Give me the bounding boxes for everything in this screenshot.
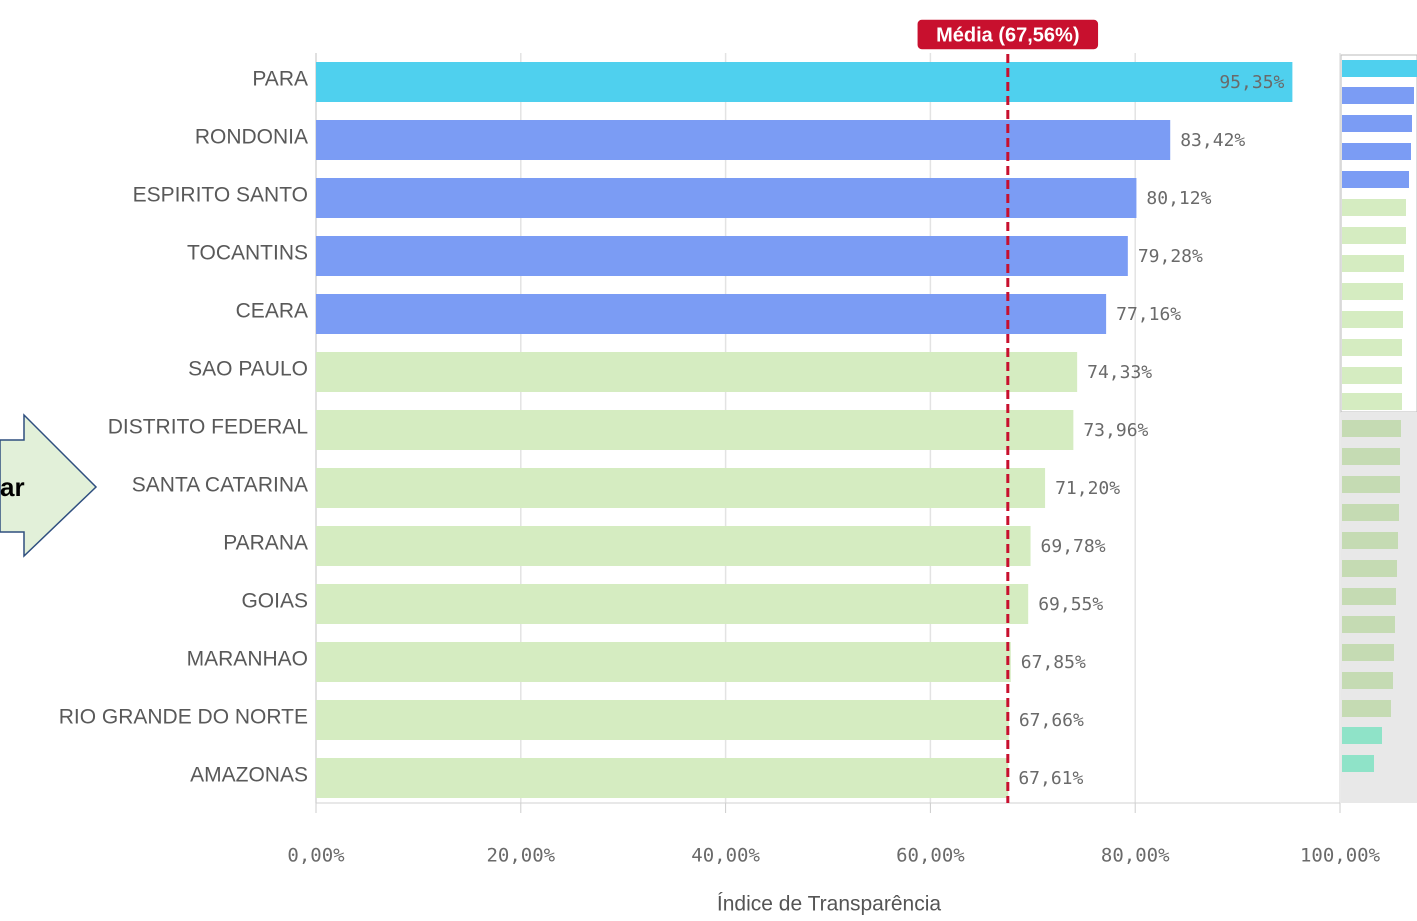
x-tick-label: 20,00% [486, 845, 555, 867]
y-tick-label: GOIAS [241, 590, 308, 613]
y-tick-label: DISTRITO FEDERAL [108, 416, 308, 439]
y-tick-label: PARANA [223, 532, 308, 555]
bar [316, 584, 1029, 624]
value-label: 69,55% [1038, 594, 1103, 615]
value-label: 69,78% [1041, 536, 1106, 557]
value-label: 67,61% [1018, 768, 1083, 789]
minimap-bar [1342, 115, 1412, 132]
x-axis-title: Índice de Transparência [717, 893, 941, 916]
minimap-bar [1342, 199, 1406, 216]
bar [316, 758, 1009, 798]
bar [316, 410, 1074, 450]
bar [316, 642, 1011, 682]
minimap-bar [1342, 532, 1398, 549]
x-tick-label: 40,00% [691, 845, 760, 867]
value-label: 83,42% [1180, 130, 1245, 151]
minimap-bar [1342, 588, 1396, 605]
bar [316, 178, 1137, 218]
x-tick-label: 100,00% [1300, 845, 1381, 867]
minimap-bar [1342, 171, 1409, 188]
minimap-bar [1342, 255, 1404, 272]
minimap[interactable] [1340, 54, 1417, 803]
x-tick-label: 80,00% [1101, 845, 1170, 867]
reference-label: Média (67,56%) [936, 24, 1079, 46]
bar [316, 468, 1046, 508]
minimap-bar [1342, 367, 1402, 384]
minimap-bar [1342, 393, 1402, 410]
annotation-text: ar [0, 472, 25, 502]
value-label: 79,28% [1138, 246, 1203, 267]
value-label: 67,66% [1019, 710, 1084, 731]
minimap-bar [1342, 560, 1397, 577]
y-tick-label: AMAZONAS [190, 764, 308, 787]
minimap-background [1341, 412, 1417, 803]
minimap-bar [1342, 283, 1403, 300]
x-tick-label: 60,00% [896, 845, 965, 867]
y-tick-label: ESPIRITO SANTO [133, 184, 308, 207]
bar [316, 294, 1107, 334]
bar [316, 526, 1031, 566]
y-tick-label: SAO PAULO [188, 358, 308, 381]
minimap-bar [1342, 755, 1374, 772]
minimap-bar [1342, 87, 1414, 104]
minimap-bar [1342, 700, 1391, 717]
minimap-bar [1342, 420, 1401, 437]
value-label: 74,33% [1087, 362, 1152, 383]
y-tick-label: MARANHAO [187, 648, 308, 671]
value-label: 95,35% [1219, 72, 1284, 93]
y-tick-label: TOCANTINS [187, 242, 308, 265]
value-label: 71,20% [1055, 478, 1120, 499]
y-tick-label: PARA [252, 68, 308, 91]
reference-label-box [916, 18, 1100, 51]
value-label: 80,12% [1146, 188, 1211, 209]
minimap-bar [1342, 143, 1411, 160]
minimap-bar [1342, 504, 1399, 521]
minimap-bar [1342, 476, 1400, 493]
minimap-bar [1342, 448, 1400, 465]
y-tick-label: RONDONIA [195, 126, 308, 149]
minimap-bar [1342, 616, 1395, 633]
y-tick-label: CEARA [236, 300, 308, 323]
bar [316, 62, 1293, 102]
minimap-bar [1342, 727, 1382, 744]
minimap-bar [1342, 60, 1417, 77]
minimap-bar [1342, 644, 1394, 661]
value-label: 77,16% [1116, 304, 1181, 325]
bar [316, 700, 1009, 740]
value-label: 67,85% [1021, 652, 1086, 673]
bar [316, 120, 1171, 160]
bar [316, 352, 1078, 392]
y-tick-label: SANTA CATARINA [132, 474, 308, 497]
arrow-shape [0, 413, 98, 558]
minimap-bar [1342, 339, 1402, 356]
minimap-bar [1342, 672, 1393, 689]
y-tick-label: RIO GRANDE DO NORTE [59, 706, 308, 729]
bar [316, 236, 1128, 276]
minimap-bar [1342, 227, 1406, 244]
minimap-bar [1342, 311, 1403, 328]
value-label: 73,96% [1083, 420, 1148, 441]
x-tick-label: 0,00% [287, 845, 345, 867]
